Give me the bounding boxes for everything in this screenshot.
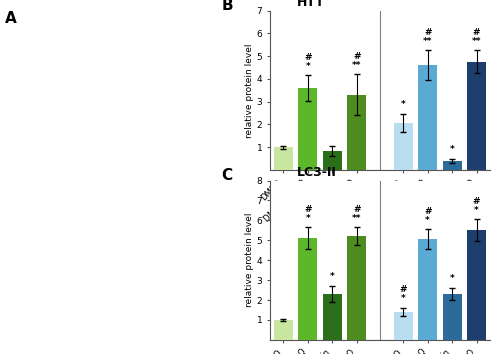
Text: *: *	[401, 294, 406, 303]
Text: **: **	[423, 37, 432, 46]
Text: **: **	[352, 61, 362, 70]
Text: *: *	[401, 101, 406, 109]
Text: #: #	[353, 205, 360, 214]
Text: **: **	[472, 37, 482, 46]
Text: C: C	[222, 168, 232, 183]
Bar	[298, 238, 318, 340]
Text: *: *	[450, 274, 454, 283]
Text: *: *	[474, 206, 479, 215]
Bar	[467, 62, 486, 170]
Text: **: **	[352, 213, 362, 223]
Bar	[418, 65, 437, 170]
Bar	[442, 161, 462, 170]
Y-axis label: relative protein level: relative protein level	[245, 43, 254, 137]
Text: HD: HD	[432, 262, 448, 272]
Bar	[418, 239, 437, 340]
Text: A: A	[5, 11, 17, 25]
Bar	[347, 95, 366, 170]
Text: #: #	[400, 285, 407, 294]
Text: #: #	[304, 53, 312, 62]
Text: #: #	[353, 52, 360, 61]
Text: *: *	[426, 216, 430, 224]
Text: #: #	[473, 197, 480, 206]
Bar	[298, 88, 318, 170]
Bar	[323, 294, 342, 340]
Text: #: #	[304, 205, 312, 214]
Text: *: *	[306, 213, 310, 223]
Y-axis label: relative protein level: relative protein level	[245, 213, 254, 307]
Text: *: *	[330, 272, 334, 281]
Text: *: *	[450, 145, 454, 154]
Text: B: B	[222, 0, 233, 13]
Text: *: *	[306, 62, 310, 71]
Bar	[442, 294, 462, 340]
Text: #: #	[473, 28, 480, 37]
Bar	[274, 320, 293, 340]
Bar	[274, 147, 293, 170]
Bar	[467, 230, 486, 340]
Text: LC3-II: LC3-II	[296, 166, 337, 179]
Text: CTR: CTR	[310, 262, 330, 272]
Text: HTT: HTT	[296, 0, 324, 10]
Text: #: #	[424, 207, 432, 216]
Text: #: #	[424, 28, 432, 37]
Bar	[394, 312, 413, 340]
Bar	[347, 236, 366, 340]
Bar	[394, 123, 413, 170]
Bar	[323, 150, 342, 170]
